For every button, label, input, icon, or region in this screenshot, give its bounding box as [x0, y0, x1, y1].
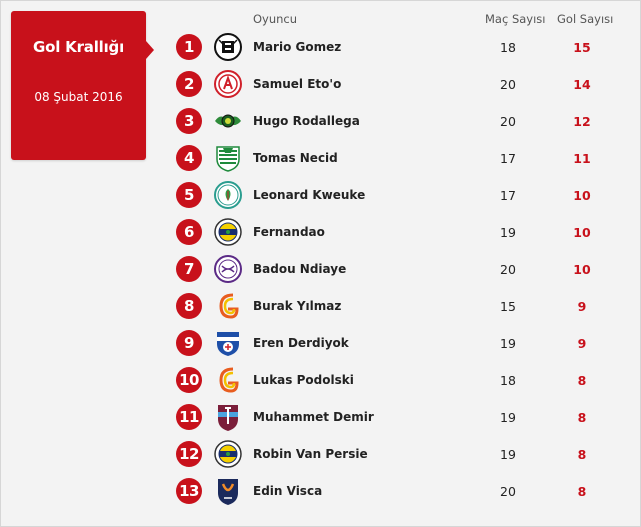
besiktas-crest-icon [213, 32, 243, 62]
player-name[interactable]: Muhammet Demir [253, 410, 374, 424]
rank-badge: 12 [176, 441, 202, 467]
goal-count: 11 [573, 151, 591, 166]
bursaspor-crest-icon [213, 143, 243, 173]
goal-count: 8 [577, 373, 587, 388]
match-count: 17 [500, 151, 516, 166]
kasimpasa-crest-icon [213, 328, 243, 358]
player-name[interactable]: Samuel Eto'o [253, 77, 342, 91]
goal-count: 8 [577, 410, 587, 425]
fenerbahce-crest-icon [213, 217, 243, 247]
header-goals: Gol Sayısı [557, 12, 614, 26]
table-row[interactable]: 7 Badou Ndiaye 20 10 [176, 254, 616, 284]
trabzonspor-crest-icon [213, 402, 243, 432]
goal-count: 10 [573, 188, 591, 203]
goal-count: 15 [573, 40, 591, 55]
player-name[interactable]: Fernandao [253, 225, 325, 239]
match-count: 20 [500, 484, 516, 499]
table-row[interactable]: 2 Samuel Eto'o 20 14 [176, 69, 616, 99]
rank-badge: 11 [176, 404, 202, 430]
table-row[interactable]: 8 Burak Yılmaz 15 9 [176, 291, 616, 321]
table-row[interactable]: 9 Eren Derdiyok 19 9 [176, 328, 616, 358]
rank-badge: 9 [176, 330, 202, 356]
table-row[interactable]: 3 Hugo Rodallega 20 12 [176, 106, 616, 136]
player-name[interactable]: Mario Gomez [253, 40, 342, 54]
rank-badge: 8 [176, 293, 202, 319]
rank-badge: 2 [176, 71, 202, 97]
player-name[interactable]: Burak Yılmaz [253, 299, 342, 313]
goal-count: 10 [573, 262, 591, 277]
osmanlispor-crest-icon [213, 254, 243, 284]
header-player: Oyuncu [253, 12, 298, 26]
rank-badge: 3 [176, 108, 202, 134]
table-row[interactable]: 4 Tomas Necid 17 11 [176, 143, 616, 173]
table-row[interactable]: 11 Muhammet Demir 19 8 [176, 402, 616, 432]
rank-badge: 4 [176, 145, 202, 171]
table-row[interactable]: 1 Mario Gomez 18 15 [176, 32, 616, 62]
player-name[interactable]: Edin Visca [253, 484, 323, 498]
header-matches: Maç Sayısı [485, 12, 546, 26]
goal-count: 9 [577, 299, 587, 314]
rank-badge: 1 [176, 34, 202, 60]
title-card: Gol Krallığı 08 Şubat 2016 [11, 11, 154, 160]
goal-count: 9 [577, 336, 587, 351]
rank-badge: 7 [176, 256, 202, 282]
match-count: 18 [500, 373, 516, 388]
rank-badge: 10 [176, 367, 202, 393]
match-count: 18 [500, 40, 516, 55]
player-name[interactable]: Lukas Podolski [253, 373, 354, 387]
goal-count: 8 [577, 484, 587, 499]
match-count: 15 [500, 299, 516, 314]
goal-count: 14 [573, 77, 591, 92]
galatasaray-crest-icon [213, 365, 243, 395]
card-title: Gol Krallığı [32, 38, 125, 56]
player-name[interactable]: Eren Derdiyok [253, 336, 349, 350]
match-count: 19 [500, 447, 516, 462]
match-count: 19 [500, 410, 516, 425]
table-row[interactable]: 10 Lukas Podolski 18 8 [176, 365, 616, 395]
rank-badge: 5 [176, 182, 202, 208]
player-name[interactable]: Hugo Rodallega [253, 114, 360, 128]
rank-badge: 6 [176, 219, 202, 245]
card-date: 08 Şubat 2016 [34, 90, 123, 104]
player-name[interactable]: Leonard Kweuke [253, 188, 366, 202]
galatasaray-crest-icon [213, 291, 243, 321]
table-row[interactable]: 12 Robin Van Persie 19 8 [176, 439, 616, 469]
match-count: 20 [500, 262, 516, 277]
match-count: 20 [500, 77, 516, 92]
rank-badge: 13 [176, 478, 202, 504]
goal-count: 8 [577, 447, 587, 462]
match-count: 20 [500, 114, 516, 129]
table-row[interactable]: 13 Edin Visca 20 8 [176, 476, 616, 506]
akhisar-crest-icon [213, 106, 243, 136]
player-name[interactable]: Tomas Necid [253, 151, 338, 165]
rizespor-crest-icon [213, 180, 243, 210]
fenerbahce-crest-icon [213, 439, 243, 469]
match-count: 17 [500, 188, 516, 203]
player-name[interactable]: Robin Van Persie [253, 447, 368, 461]
table-row[interactable]: 6 Fernandao 19 10 [176, 217, 616, 247]
goal-count: 12 [573, 114, 591, 129]
match-count: 19 [500, 225, 516, 240]
antalyaspor-crest-icon [213, 69, 243, 99]
table-row[interactable]: 5 Leonard Kweuke 17 10 [176, 180, 616, 210]
match-count: 19 [500, 336, 516, 351]
basaksehir-crest-icon [213, 476, 243, 506]
player-name[interactable]: Badou Ndiaye [253, 262, 347, 276]
goal-count: 10 [573, 225, 591, 240]
